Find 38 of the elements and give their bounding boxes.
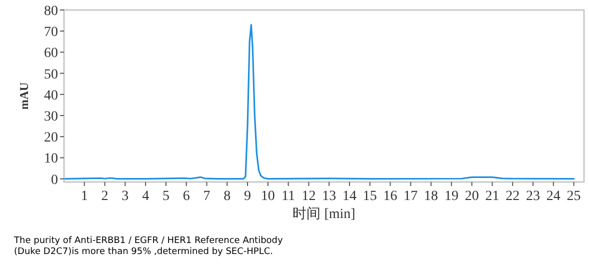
x-tick-label: 4 [142, 189, 150, 204]
y-tick-label: 50 [44, 67, 58, 82]
x-tick-label: 22 [506, 189, 520, 204]
x-tick-label: 10 [260, 189, 275, 204]
y-tick-label: 0 [51, 172, 58, 188]
y-tick-label: 80 [44, 4, 58, 19]
y-tick-label: 30 [44, 110, 58, 125]
x-tick-label: 3 [122, 189, 129, 204]
x-tick-label: 15 [362, 189, 377, 204]
y-axis-title: mAU [17, 82, 31, 110]
x-tick-label: 18 [424, 189, 438, 204]
x-tick-label: 12 [302, 189, 316, 204]
x-tick-label: 19 [444, 189, 458, 204]
x-tick-label: 17 [404, 189, 418, 204]
x-axis-title: 时间 [min] [292, 206, 356, 222]
y-tick-label: 70 [44, 25, 58, 40]
x-tick-label: 1 [80, 189, 88, 204]
line-series [64, 24, 575, 180]
x-tick-label: 13 [322, 189, 336, 204]
x-tick-label: 8 [224, 189, 231, 204]
x-tick-label: 24 [546, 189, 560, 204]
x-tick-label: 14 [342, 189, 356, 204]
x-tick-label: 2 [101, 189, 108, 204]
y-tick-label: 60 [44, 46, 58, 62]
x-tick-label: 25 [566, 189, 581, 204]
x-tick-label: 7 [203, 189, 210, 204]
x-tick-label: 9 [244, 189, 252, 204]
y-tick-label: 40 [44, 88, 58, 104]
x-tick-label: 23 [526, 189, 540, 204]
text: The purity of Anti-ERBB1 / EGFR / HER1 Reference Antibody (Duke D2C7)is more than 95% ,determined by SEC-HPLC. [14, 236, 284, 258]
y-tick-label: 20 [44, 130, 58, 146]
x-tick-label: 5 [162, 189, 170, 204]
x-tick-label: 6 [182, 189, 190, 204]
x-tick-label: 20 [464, 189, 479, 204]
x-tick-label: 16 [383, 189, 398, 204]
y-tick-label: 10 [44, 152, 58, 167]
x-tick-label: 21 [485, 189, 500, 204]
x-tick-label: 11 [282, 189, 296, 204]
